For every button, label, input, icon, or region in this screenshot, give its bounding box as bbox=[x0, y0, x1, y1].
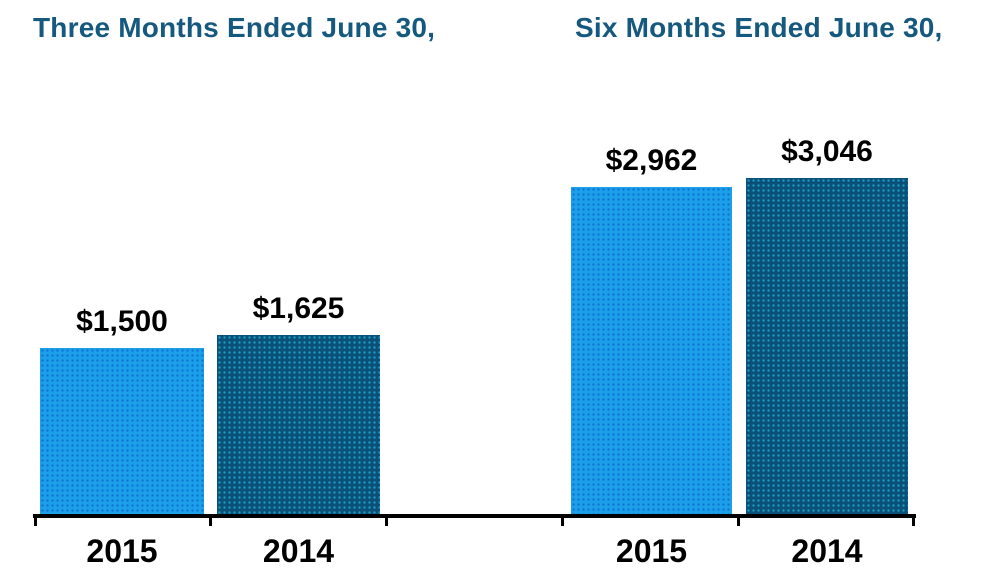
axis-tick bbox=[912, 514, 915, 526]
category-label-three-months-2015: 2015 bbox=[86, 533, 158, 569]
value-label: $1,500 bbox=[76, 305, 168, 338]
axis-tick bbox=[209, 514, 212, 526]
value-label: $3,046 bbox=[781, 135, 873, 168]
x-axis-line bbox=[33, 514, 916, 518]
bar-column-three-months-2014: $1,625 bbox=[217, 292, 380, 514]
bar-2015-three-months bbox=[40, 348, 204, 514]
axis-tick bbox=[385, 514, 388, 526]
chart-title-three-months: Three Months Ended June 30, bbox=[33, 12, 436, 43]
bar-column-six-months-2015: $2,962 bbox=[571, 144, 732, 514]
axis-tick bbox=[737, 514, 740, 526]
category-label-six-months-2015: 2015 bbox=[615, 533, 688, 569]
bar-2015-six-months bbox=[571, 187, 732, 514]
bar-column-six-months-2014: $3,046 bbox=[746, 135, 908, 514]
axis-tick bbox=[561, 514, 564, 526]
bar-column-three-months-2015: $1,500 bbox=[40, 305, 204, 514]
value-label: $2,962 bbox=[605, 144, 698, 177]
bar-2014-six-months bbox=[746, 178, 908, 514]
category-label-three-months-2014: 2014 bbox=[262, 533, 335, 569]
axis-tick bbox=[34, 514, 37, 526]
value-label: $1,625 bbox=[252, 292, 345, 325]
bar-2014-three-months bbox=[217, 335, 380, 514]
chart-title-six-months: Six Months Ended June 30, bbox=[575, 12, 943, 43]
category-label-six-months-2014: 2014 bbox=[791, 533, 863, 569]
